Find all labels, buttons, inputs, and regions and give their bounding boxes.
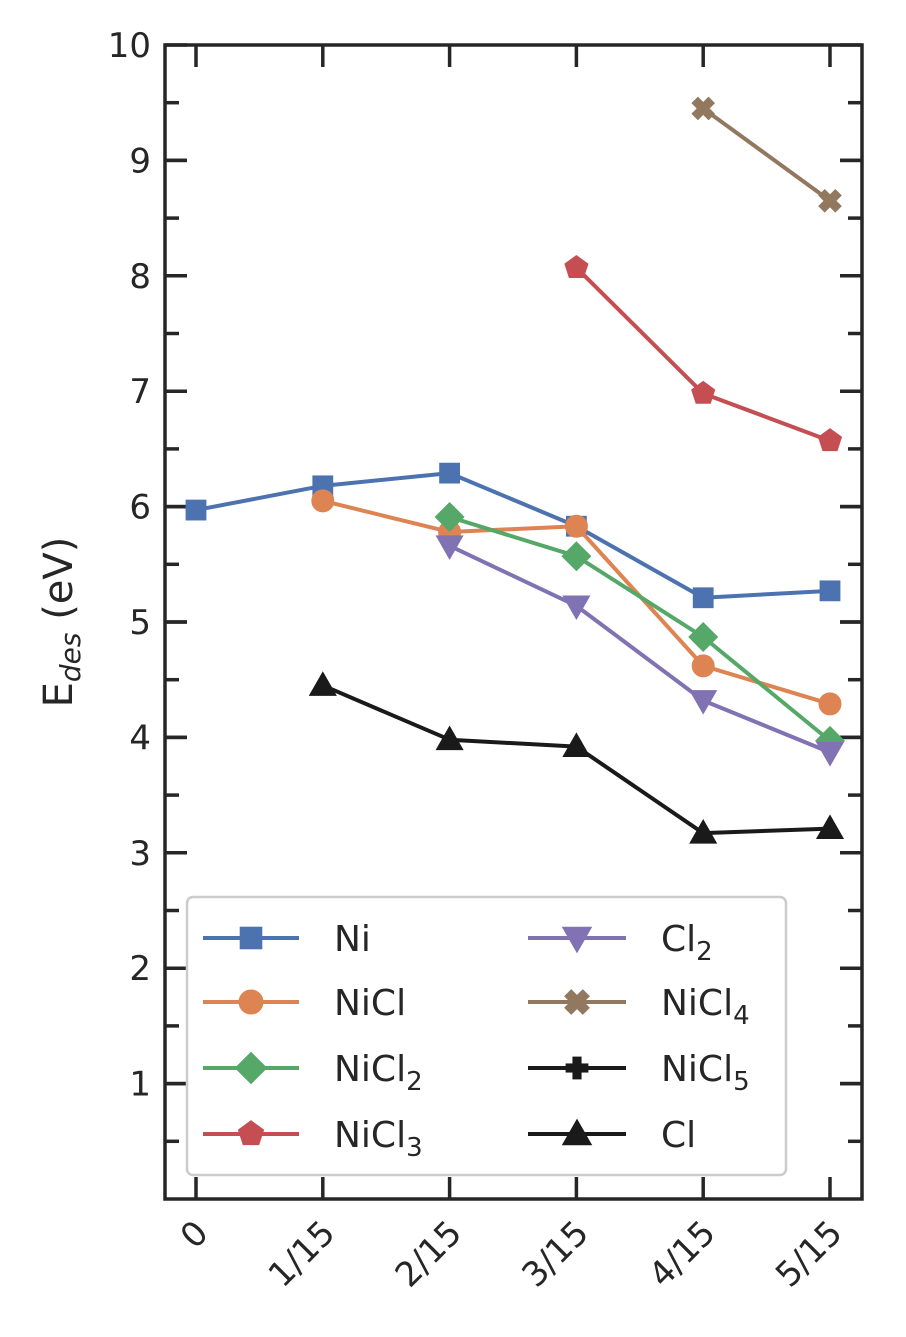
legend-label: Cl2 bbox=[661, 919, 713, 967]
x-tick-label: 0 bbox=[173, 1213, 217, 1257]
data-point-cl bbox=[815, 814, 845, 839]
series-nicl4 bbox=[691, 96, 842, 213]
data-point-ni bbox=[692, 587, 714, 609]
legend-item-nicl4: NiCl4 bbox=[528, 983, 750, 1031]
legend-item-nicl2: NiCl2 bbox=[203, 1049, 423, 1097]
legend-item-cl: Cl bbox=[528, 1115, 696, 1156]
data-point-cl bbox=[435, 725, 464, 751]
legend-label: Ni bbox=[334, 919, 371, 960]
legend-item-ni: Ni bbox=[203, 919, 371, 960]
legend-item-nicl3: NiCl3 bbox=[203, 1115, 423, 1163]
series-line-nicl2 bbox=[449, 515, 832, 743]
data-point-nicl2 bbox=[688, 621, 719, 653]
legend-item-nicl: NiCl bbox=[203, 983, 406, 1024]
y-tick-label: 5 bbox=[129, 603, 151, 643]
y-axis-title: Edes (eV) bbox=[36, 537, 87, 708]
series-line-ni bbox=[195, 471, 831, 600]
legend-label: NiCl5 bbox=[661, 1049, 750, 1097]
series-line-nicl3 bbox=[574, 266, 831, 443]
ticks-layer: 0 1/15 2/15 3/15 4/15 5/15 1 2 3 4 5 6 7 8 9 10 bbox=[108, 26, 862, 1295]
y-tick-label: 2 bbox=[129, 949, 151, 989]
data-point-cl2 bbox=[689, 690, 718, 715]
data-point-ni bbox=[185, 499, 207, 521]
data-point-nicl4 bbox=[818, 188, 842, 213]
legend-label: NiCl2 bbox=[334, 1049, 423, 1097]
legend-marker bbox=[561, 1118, 593, 1146]
x-tick-label: 5/15 bbox=[768, 1213, 850, 1295]
data-point-nicl3 bbox=[564, 255, 589, 279]
data-point-nicl bbox=[691, 654, 715, 678]
series-line-nicl4 bbox=[702, 106, 832, 203]
y-tick-label: 7 bbox=[129, 372, 151, 412]
data-point-nicl bbox=[564, 514, 588, 538]
legend-marker bbox=[234, 1051, 268, 1085]
data-point-ni bbox=[819, 580, 841, 602]
legend-item-cl2: Cl2 bbox=[528, 919, 713, 967]
data-point-nicl2 bbox=[434, 501, 465, 532]
legend-marker bbox=[565, 1056, 589, 1080]
x-tick-label: 3/15 bbox=[514, 1213, 596, 1295]
legend-label: NiCl3 bbox=[334, 1115, 423, 1163]
series-cl2 bbox=[435, 535, 845, 767]
series-layer bbox=[185, 96, 846, 844]
series-nicl2 bbox=[434, 501, 846, 756]
series-cl bbox=[308, 671, 845, 844]
legend: Ni NiCl NiCl2 NiCl3 Cl2 NiCl4 NiCl5 Cl bbox=[185, 895, 788, 1177]
legend-marker bbox=[561, 926, 593, 954]
data-point-nicl3 bbox=[817, 428, 843, 452]
data-point-nicl bbox=[311, 489, 335, 513]
data-point-cl bbox=[562, 732, 591, 758]
legend-label: NiCl4 bbox=[661, 983, 750, 1031]
series-ni bbox=[185, 462, 841, 609]
x-tick-label: 2/15 bbox=[388, 1213, 470, 1295]
data-point-nicl2 bbox=[561, 541, 592, 572]
legend-marker bbox=[564, 989, 590, 1015]
y-axis-title-unit: (eV) bbox=[36, 537, 82, 620]
data-point-cl2 bbox=[815, 742, 845, 767]
y-tick-label: 6 bbox=[129, 488, 151, 528]
data-point-cl2 bbox=[435, 535, 464, 561]
legend-label: NiCl bbox=[334, 983, 406, 1024]
y-tick-label: 1 bbox=[129, 1065, 151, 1105]
series-nicl3 bbox=[564, 255, 843, 452]
data-point-nicl bbox=[818, 692, 842, 716]
plot-frame bbox=[163, 43, 864, 1201]
legend-marker bbox=[238, 989, 264, 1015]
data-point-cl bbox=[308, 671, 337, 696]
y-tick-label: 3 bbox=[129, 834, 151, 874]
series-line-cl2 bbox=[448, 544, 831, 755]
legend-label: Cl bbox=[661, 1115, 696, 1156]
data-point-nicl3 bbox=[691, 380, 716, 404]
svg-text:Edes (eV): Edes (eV) bbox=[36, 537, 87, 708]
legend-marker bbox=[239, 926, 263, 950]
data-point-cl2 bbox=[562, 595, 591, 621]
y-tick-label: 10 bbox=[108, 26, 151, 66]
y-tick-label: 8 bbox=[129, 257, 151, 297]
data-point-ni bbox=[439, 462, 461, 484]
y-axis-title-subscript: des bbox=[54, 633, 87, 683]
x-tick-label: 1/15 bbox=[261, 1213, 343, 1295]
data-point-cl bbox=[689, 818, 718, 844]
legend-box bbox=[185, 895, 788, 1177]
y-axis-title-main: E bbox=[36, 682, 82, 707]
x-tick-label: 4/15 bbox=[641, 1213, 723, 1295]
y-tick-label: 4 bbox=[129, 718, 151, 758]
data-point-nicl4 bbox=[691, 96, 716, 121]
legend-marker bbox=[237, 1120, 265, 1146]
legend-item-nicl5: NiCl5 bbox=[528, 1049, 750, 1097]
series-line-cl bbox=[322, 683, 831, 836]
y-tick-label: 9 bbox=[129, 141, 151, 181]
